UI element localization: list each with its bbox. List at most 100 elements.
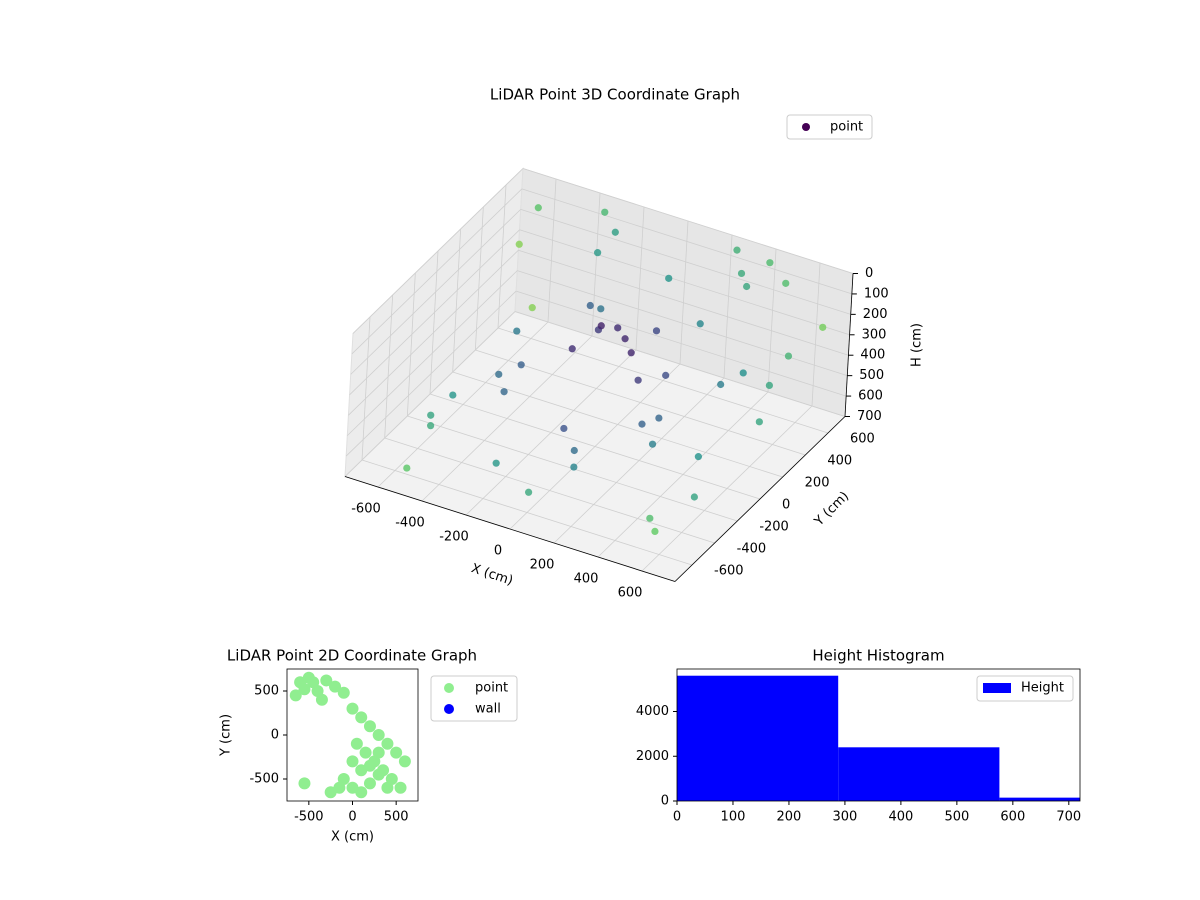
x-tick-label: -200 xyxy=(439,530,469,545)
grid-line xyxy=(406,272,416,417)
z-tick-label: 200 xyxy=(863,307,888,322)
point xyxy=(381,781,394,794)
y-axis-label: Y (cm) xyxy=(219,714,234,757)
grid-line xyxy=(517,270,848,377)
x-tick-label: 0 xyxy=(348,810,356,825)
z-tick-label: 500 xyxy=(859,368,884,383)
point xyxy=(355,711,368,724)
x-axis-label: X (cm) xyxy=(331,830,374,845)
axes-frame xyxy=(676,668,1081,802)
point xyxy=(655,414,663,422)
point xyxy=(515,240,523,248)
grid-line xyxy=(429,393,761,500)
point xyxy=(594,249,602,257)
point xyxy=(638,420,646,428)
bar xyxy=(677,675,839,801)
grid-line xyxy=(350,209,521,375)
y-tick-label: 200 xyxy=(805,476,830,491)
point xyxy=(355,786,368,799)
y-tick-label: -500 xyxy=(249,772,279,787)
point xyxy=(372,729,385,741)
z-tick-label: 700 xyxy=(857,409,882,424)
axis-line xyxy=(344,476,676,582)
y-tick-label: 0 xyxy=(782,498,790,513)
plot-area xyxy=(677,675,1080,801)
grid-line xyxy=(384,294,394,439)
chart-title: Height Histogram xyxy=(812,647,944,665)
x-tick-label: 0 xyxy=(673,810,681,825)
point xyxy=(363,759,376,772)
point xyxy=(298,777,311,790)
x-tick-label: 600 xyxy=(618,586,643,601)
grid-line xyxy=(521,188,852,295)
point xyxy=(363,777,376,790)
point xyxy=(665,274,673,282)
grid-line xyxy=(348,249,519,416)
point xyxy=(694,453,702,461)
grid-line xyxy=(352,168,524,334)
point xyxy=(337,686,350,699)
legend-box xyxy=(976,675,1074,702)
point xyxy=(315,693,328,706)
chart-title: LiDAR Point 3D Coordinate Graph xyxy=(490,86,740,104)
chart-title: LiDAR Point 2D Coordinate Graph xyxy=(227,647,477,665)
point xyxy=(690,493,698,501)
point xyxy=(346,755,359,768)
point xyxy=(495,370,503,378)
point xyxy=(427,422,435,430)
point xyxy=(320,674,333,687)
point xyxy=(525,488,533,496)
grid-line xyxy=(361,459,693,566)
point xyxy=(597,322,605,330)
point xyxy=(614,324,622,332)
bar xyxy=(999,797,1080,801)
point xyxy=(652,327,661,335)
grid-line xyxy=(518,249,849,356)
x-tick-label: 0 xyxy=(494,544,502,559)
x-tick-label: 700 xyxy=(1056,810,1081,825)
z-tick-label: 0 xyxy=(865,266,873,281)
grid-line xyxy=(723,234,733,379)
x-tick-label: 500 xyxy=(944,810,969,825)
z-axis-label: H (cm) xyxy=(910,323,925,367)
legend-marker xyxy=(802,123,810,131)
point xyxy=(733,246,741,254)
point xyxy=(500,388,508,396)
point xyxy=(717,380,725,389)
x-tick-label: -400 xyxy=(395,516,425,531)
y-tick-label: 0 xyxy=(271,728,279,743)
z-tick-label: 300 xyxy=(862,327,887,342)
point xyxy=(739,369,747,377)
y-tick-label: 4000 xyxy=(636,704,669,719)
grid-line xyxy=(452,371,783,478)
point xyxy=(634,376,642,384)
y-tick-label: 0 xyxy=(661,794,669,809)
legend-marker xyxy=(983,683,1011,693)
point xyxy=(765,381,774,389)
x-tick-label: 100 xyxy=(721,810,746,825)
point xyxy=(601,208,609,216)
point xyxy=(597,305,605,313)
point xyxy=(528,304,536,312)
grid-line xyxy=(519,229,850,336)
point xyxy=(298,683,311,696)
grid-line xyxy=(474,206,484,351)
grid-line xyxy=(514,311,846,417)
point xyxy=(648,440,657,448)
grid-line xyxy=(679,220,689,365)
grid-line xyxy=(429,250,439,395)
point xyxy=(517,361,525,369)
point xyxy=(646,514,654,522)
grid-line xyxy=(349,229,520,396)
x-axis-label: X (cm) xyxy=(469,561,515,589)
point xyxy=(755,418,763,426)
point xyxy=(621,335,629,343)
y-axis-label: Y (cm) xyxy=(811,489,852,530)
grid-line xyxy=(345,290,517,457)
point xyxy=(346,702,359,715)
point xyxy=(329,680,342,693)
z-tick-label: 400 xyxy=(860,348,885,363)
point xyxy=(403,464,411,472)
grid-line xyxy=(384,437,715,544)
grid-line xyxy=(361,316,371,461)
